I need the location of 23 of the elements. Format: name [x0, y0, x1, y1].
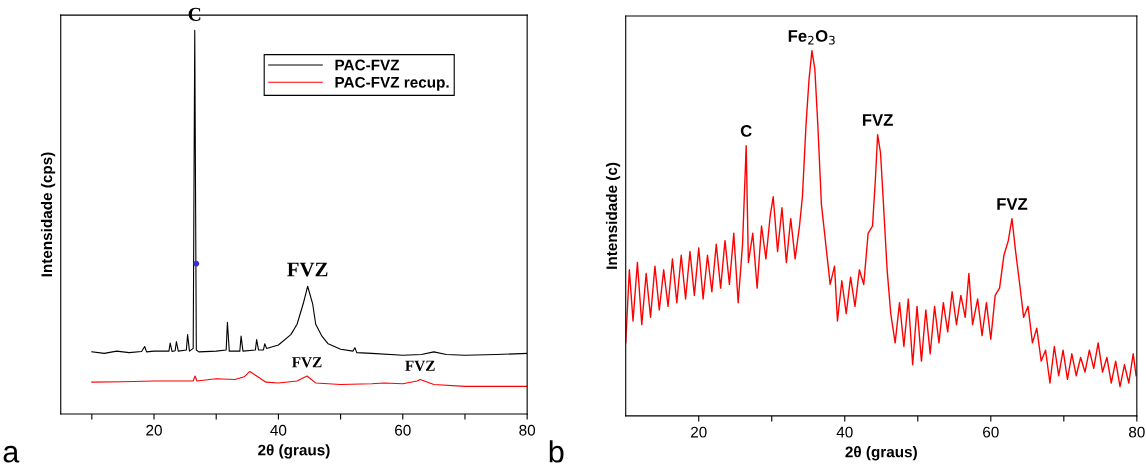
- x-tick-label: 20: [691, 426, 707, 438]
- annotation: FVZ: [291, 357, 322, 368]
- legend-label: PAC-FVZ recup.: [335, 76, 449, 91]
- x-tick-label: 20: [146, 424, 162, 436]
- text: b: [549, 440, 564, 463]
- text: a: [3, 445, 20, 463]
- legend-label: PAC-FVZ: [335, 59, 400, 71]
- x-tick-label: 40: [836, 426, 853, 438]
- annotation: C: [740, 125, 752, 137]
- annotation: FVZ: [997, 198, 1028, 210]
- annotation: FVZ: [863, 114, 893, 126]
- x-tick-label: 40: [270, 424, 287, 436]
- x-tick-label: 80: [519, 424, 536, 436]
- x-axis-title: 2θ (graus): [845, 446, 917, 461]
- x-tick-label: 60: [983, 426, 999, 438]
- annotation: FVZ: [287, 262, 328, 277]
- y-axis-title: Intensidade (cps): [40, 152, 56, 277]
- annotation: FVZ: [405, 360, 435, 371]
- annotation: Fe$_{2}$O$_{3}$: [788, 30, 835, 45]
- y-axis-title: Intensidade (c): [605, 162, 621, 269]
- x-tick-label: 60: [395, 424, 411, 436]
- x-axis-title: 2θ (graus): [258, 444, 330, 459]
- x-tick-label: 80: [1129, 426, 1145, 438]
